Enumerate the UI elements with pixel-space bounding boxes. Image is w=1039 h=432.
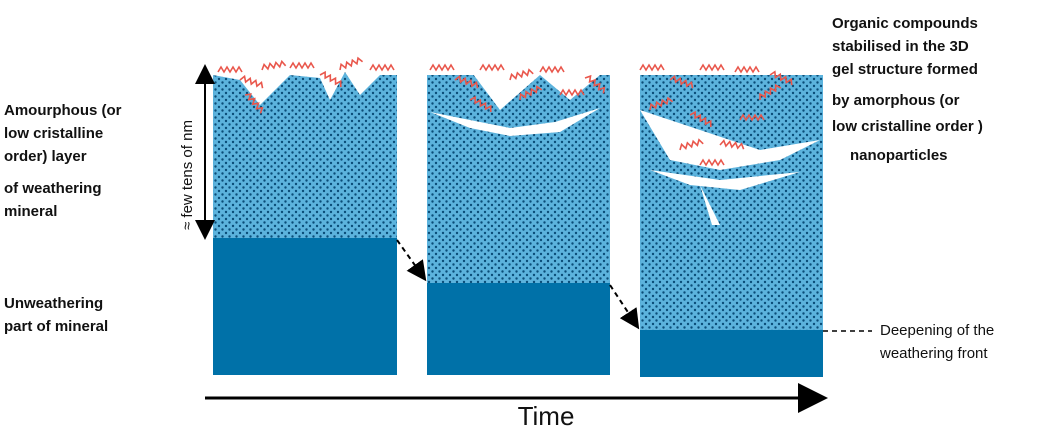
label-line: low cristalline bbox=[4, 125, 103, 142]
label-line: by amorphous (or bbox=[832, 92, 960, 109]
label-line: Unweathering bbox=[4, 295, 103, 312]
unweathering-label: Unweathering part of mineral bbox=[4, 295, 108, 335]
label-line: part of mineral bbox=[4, 318, 108, 335]
label-line: of weathering bbox=[4, 180, 102, 197]
front-arrow bbox=[396, 239, 427, 282]
label-line: order) layer bbox=[4, 148, 87, 165]
organic-label: Organic compounds stabilised in the 3D g… bbox=[832, 15, 983, 164]
label-line: stabilised in the 3D bbox=[832, 38, 969, 55]
label-line: Amourphous (or bbox=[4, 102, 122, 119]
label-line: Deepening of the bbox=[880, 322, 994, 339]
label-line: weathering front bbox=[879, 345, 988, 362]
front-arrow bbox=[609, 284, 640, 330]
deepening-label: Deepening of the weathering front bbox=[879, 322, 994, 362]
label-line: Organic compounds bbox=[832, 15, 978, 32]
time-label: Time bbox=[518, 401, 575, 431]
label-line: nanoparticles bbox=[850, 147, 948, 164]
thickness-label: ≈ few tens of nm bbox=[179, 120, 196, 230]
column-2 bbox=[427, 60, 610, 375]
label-line: gel structure formed bbox=[832, 61, 978, 78]
column-1 bbox=[213, 56, 397, 375]
column-3 bbox=[639, 64, 823, 377]
label-line: low cristalline order ) bbox=[832, 118, 983, 135]
label-line: mineral bbox=[4, 203, 57, 220]
amorphous-label: Amourphous (or low cristalline order) la… bbox=[4, 102, 122, 220]
